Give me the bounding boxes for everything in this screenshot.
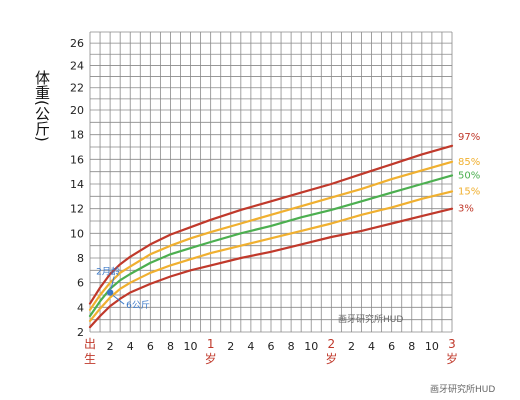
x-tick-label: 2 xyxy=(348,340,355,353)
x-tick-label: 8 xyxy=(408,340,415,353)
legend-label-1: 85% xyxy=(458,157,480,168)
series-line-0 xyxy=(88,144,454,305)
x-tick-label: 2 xyxy=(107,340,114,353)
series-lines xyxy=(88,144,454,329)
y-tick-label: 14 xyxy=(70,178,84,191)
y-tick-label: 16 xyxy=(70,153,84,166)
y-tick-label: 6 xyxy=(77,277,84,290)
annotations: 2月龄 6公斤 xyxy=(96,266,150,312)
y-tick-label: 18 xyxy=(70,129,84,142)
legend-label-4: 3% xyxy=(458,204,474,215)
annotation-arrow xyxy=(110,276,115,289)
x-tick-label: 6 xyxy=(388,340,395,353)
watermark-inner: 画牙研究所HUD xyxy=(338,313,403,325)
y-tick-label: 26 xyxy=(70,37,84,50)
x-tick-label: 4 xyxy=(368,340,375,353)
series-line-1 xyxy=(88,160,454,311)
annotation-arrow xyxy=(112,295,125,305)
x-tick-label: 6 xyxy=(147,340,154,353)
marker-point xyxy=(106,289,114,296)
legend-label-3: 15% xyxy=(458,186,480,197)
x-tick-label: 4 xyxy=(247,340,254,353)
y-tick-label: 24 xyxy=(70,59,84,72)
y-tick-label: 12 xyxy=(70,203,84,216)
y-tick-label: 22 xyxy=(70,82,84,95)
y-tick-label: 8 xyxy=(77,252,84,265)
annotation-age: 2月龄 xyxy=(96,266,120,278)
y-tick-label: 20 xyxy=(70,104,84,117)
x-tick-label: 8 xyxy=(167,340,174,353)
y-tick-label: 4 xyxy=(77,301,84,314)
watermark-corner: 画牙研究所HUD xyxy=(430,383,495,395)
x-tick-label: 4 xyxy=(127,340,134,353)
x-axis-ticks: 出生2 4 6 8 10 1 岁2 4 6 8 10 2 岁2 4 6 8 10 3 岁 xyxy=(84,337,458,366)
legend: 97% 85% 50% 15% 3% xyxy=(458,132,480,215)
legend-label-2: 50% xyxy=(458,170,480,181)
x-tick-label: 6 xyxy=(268,340,275,353)
annotation-weight: 6公斤 xyxy=(126,300,150,311)
series-line-4 xyxy=(88,207,454,329)
y-tick-label: 10 xyxy=(70,227,84,240)
series-line-2 xyxy=(88,174,454,318)
x-tick-label-major: 出生 xyxy=(84,337,96,366)
series-line-3 xyxy=(88,190,454,322)
y-axis-label: 体重(公斤) xyxy=(33,70,51,142)
x-tick-label: 2 xyxy=(227,340,234,353)
x-tick-label: 10 xyxy=(425,340,439,353)
y-tick-label: 2 xyxy=(77,326,84,339)
x-tick-label: 8 xyxy=(288,340,295,353)
legend-label-0: 97% xyxy=(458,132,480,143)
x-tick-label: 10 xyxy=(184,340,198,353)
x-tick-label: 10 xyxy=(304,340,318,353)
grid xyxy=(89,31,453,333)
